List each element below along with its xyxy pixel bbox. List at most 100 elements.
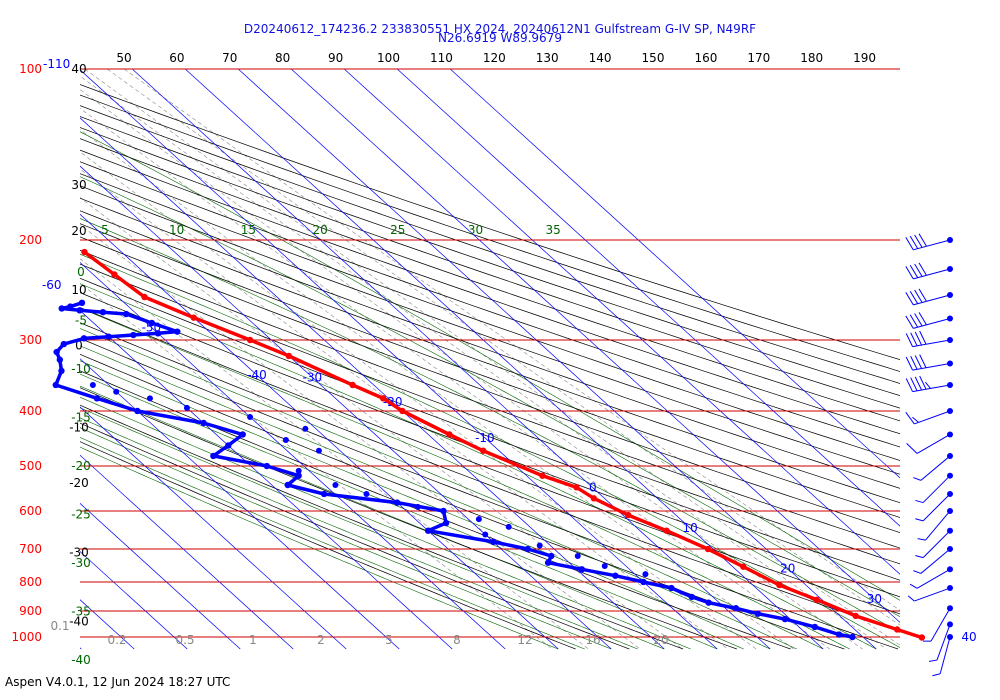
pressure-label-extra: -110 bbox=[43, 57, 70, 71]
isotherm-line bbox=[80, 261, 506, 650]
mixing-ratio-label: 12 bbox=[517, 633, 532, 647]
mixing-ratio-label: 0.1 bbox=[50, 619, 69, 633]
mixing-ratio-line bbox=[80, 224, 641, 650]
wind-barb-feather bbox=[915, 518, 924, 522]
wind-barb-staff bbox=[922, 493, 951, 522]
dry-adiabat-line bbox=[80, 149, 900, 435]
wind-barb-staff bbox=[914, 410, 951, 425]
temperature-point bbox=[379, 395, 387, 402]
mixing-ratio-line bbox=[80, 168, 729, 650]
wind-barb-feather bbox=[905, 378, 914, 392]
wind-barb-staff bbox=[920, 548, 951, 574]
dry-adiabat-line bbox=[80, 197, 900, 489]
dewpoint-point bbox=[320, 490, 328, 498]
temperature-point bbox=[893, 626, 901, 633]
moist-adiabat-left-label: -40 bbox=[71, 653, 91, 667]
wind-barb-feather bbox=[914, 263, 923, 277]
moist-adiabat-label: 35 bbox=[546, 223, 561, 237]
moist-adiabat-label: 25 bbox=[390, 223, 405, 237]
isotherm-line bbox=[396, 68, 900, 527]
pressure-label: 800 bbox=[19, 575, 42, 589]
dewpoint-scatter-point bbox=[363, 490, 370, 497]
isotherm-line bbox=[80, 358, 400, 650]
wind-barb bbox=[905, 354, 953, 371]
mixing-ratio-label: 0.2 bbox=[107, 633, 126, 647]
temperature-point bbox=[141, 293, 148, 301]
isotherm-line bbox=[80, 502, 241, 650]
theta-tick-label: 150 bbox=[642, 51, 665, 65]
dry-adiabat-line bbox=[80, 116, 900, 397]
dry-adiabat-line bbox=[80, 173, 900, 461]
dry-adiabat-line bbox=[80, 337, 899, 650]
temperature-point bbox=[590, 495, 598, 502]
isotherm-line bbox=[131, 68, 771, 650]
dry-adiabat-line bbox=[80, 263, 900, 565]
wind-barb-feather bbox=[918, 262, 927, 276]
wind-barb bbox=[932, 634, 953, 677]
wind-barb-feather bbox=[909, 290, 919, 304]
isotherm-line bbox=[80, 213, 559, 650]
moist-adiabat-left-label: -10 bbox=[71, 362, 91, 376]
theta-tick-label: 160 bbox=[694, 51, 717, 65]
isotherm-line bbox=[80, 310, 453, 650]
wind-barb-feather bbox=[918, 288, 927, 302]
dry-adiabat-line bbox=[80, 277, 900, 581]
dewpoint-point bbox=[263, 462, 271, 470]
wind-barb-staff bbox=[912, 363, 951, 371]
wind-barb-feather bbox=[910, 332, 918, 347]
wind-barb-feather bbox=[915, 499, 924, 504]
dewpoint-point bbox=[849, 633, 856, 641]
height-label: 20 bbox=[71, 224, 86, 238]
dry-adiabat-line bbox=[80, 307, 900, 615]
moist-adiabat-line bbox=[80, 283, 877, 650]
isotherm-line bbox=[237, 68, 877, 650]
height-label: -30 bbox=[69, 546, 89, 560]
footer-version: Aspen V4.0.1, 12 Jun 2024 18:27 UTC bbox=[5, 675, 231, 689]
isobars bbox=[80, 68, 900, 638]
wind-barb-feather bbox=[912, 416, 919, 423]
dewpoint-point bbox=[174, 328, 181, 335]
chart-title-line2: N26.6919 W89.9679 bbox=[438, 31, 562, 45]
wind-barb bbox=[913, 546, 953, 574]
wind-barb-feather bbox=[928, 659, 938, 662]
temperature-point bbox=[776, 581, 783, 589]
height-label: -40 bbox=[69, 615, 89, 629]
dry-adiabat-line bbox=[80, 236, 900, 533]
isotherm-line bbox=[80, 406, 347, 650]
dewpoint-scatter-point bbox=[113, 388, 120, 395]
moist-adiabat-left-label: -20 bbox=[71, 459, 91, 473]
dewpoint-point bbox=[78, 299, 86, 306]
mixing-ratio-line bbox=[80, 89, 863, 650]
dewpoint-point bbox=[76, 307, 83, 314]
dewpoint-point bbox=[578, 566, 586, 573]
wind-barb-feather bbox=[914, 376, 923, 391]
wind-barb-staff bbox=[922, 530, 951, 558]
mixing-ratio-line bbox=[84, 68, 900, 646]
dewpoint-scatter-point bbox=[315, 447, 322, 454]
dry-adiabat-line bbox=[80, 105, 900, 384]
wind-barb-staff bbox=[916, 568, 951, 589]
height-label: -10 bbox=[69, 421, 89, 435]
dewpoint-scatter-point bbox=[332, 481, 339, 488]
wind-barb-feather bbox=[910, 356, 918, 370]
dry-adiabat-line bbox=[80, 441, 576, 650]
dewpoint-point bbox=[781, 615, 789, 623]
dewpoint-point bbox=[210, 452, 217, 460]
dewpoint-point bbox=[284, 481, 291, 489]
wind-barb bbox=[915, 527, 953, 559]
mixing-ratio-line bbox=[80, 151, 757, 650]
wind-barb-feather bbox=[932, 673, 941, 677]
dewpoint-point bbox=[58, 367, 65, 375]
pressure-label: 400 bbox=[19, 404, 42, 418]
wind-barb-feather bbox=[905, 333, 914, 347]
theta-tick-label: 50 bbox=[116, 51, 131, 65]
moist-adiabat-line bbox=[80, 373, 744, 650]
temperature-point bbox=[111, 271, 118, 278]
dewpoint-point bbox=[53, 348, 60, 356]
dry-adiabat-line bbox=[80, 127, 900, 409]
wind-barbs bbox=[905, 233, 953, 677]
isotherm-label: -10 bbox=[475, 431, 495, 445]
wind-barb-staff bbox=[912, 339, 951, 348]
dewpoint-point bbox=[548, 552, 555, 560]
